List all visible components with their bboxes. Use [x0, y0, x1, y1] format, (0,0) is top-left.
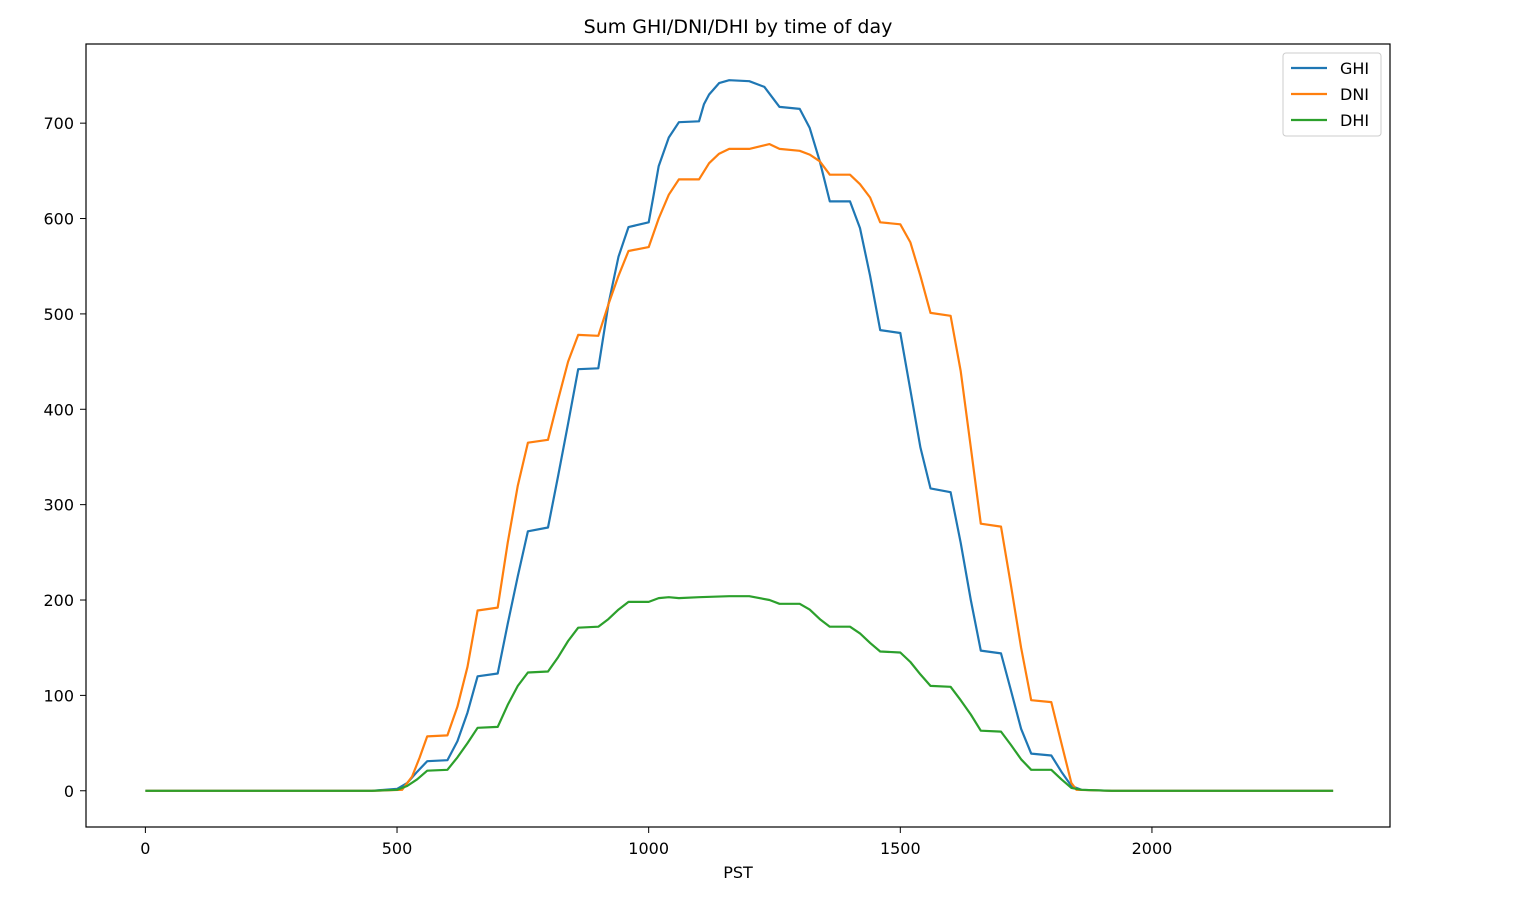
x-tick-label: 1000 [628, 839, 669, 858]
y-tick-label: 200 [43, 591, 74, 610]
y-tick-label: 600 [43, 210, 74, 229]
x-axis: 0 500 1000 1500 2000 [140, 827, 1172, 858]
legend-label-ghi: GHI [1340, 59, 1369, 78]
legend-box [1282, 52, 1382, 137]
series-line-dhi [145, 595, 1334, 792]
x-tick-label: 500 [382, 839, 413, 858]
y-tick-label: 0 [64, 782, 74, 801]
x-tick-label: 2000 [1132, 839, 1173, 858]
x-tick-label: 1500 [880, 839, 921, 858]
series-layer [145, 79, 1334, 792]
x-tick-label: 0 [140, 839, 150, 858]
y-tick-label: 400 [43, 400, 74, 419]
series-line-ghi [145, 79, 1334, 792]
chart-title: Sum GHI/DNI/DHI by time of day [584, 16, 893, 38]
y-tick-label: 300 [43, 496, 74, 515]
legend-label-dni: DNI [1340, 85, 1369, 104]
series-line-dni [145, 143, 1334, 792]
x-axis-label: PST [723, 863, 753, 882]
y-tick-label: 500 [43, 305, 74, 324]
legend-label-dhi: DHI [1340, 111, 1369, 130]
y-axis: 0 100 200 300 400 500 600 700 [43, 114, 86, 801]
y-tick-label: 700 [43, 114, 74, 133]
legend: GHI DNI DHI [1282, 52, 1382, 137]
plot-area-frame [85, 43, 1391, 828]
y-tick-label: 100 [43, 686, 74, 705]
